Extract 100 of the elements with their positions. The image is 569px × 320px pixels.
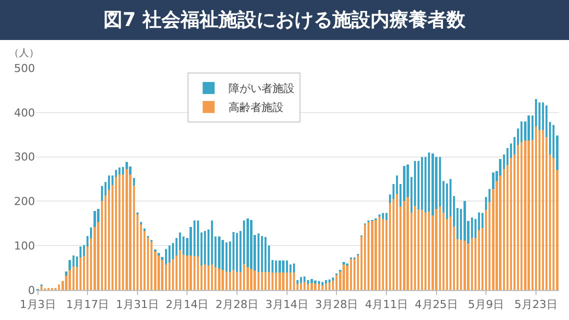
y-tick-label: 500 bbox=[14, 62, 35, 75]
bar bbox=[94, 210, 96, 227]
bar bbox=[182, 236, 185, 254]
bar bbox=[318, 281, 320, 284]
bar bbox=[481, 213, 484, 228]
bar bbox=[478, 230, 480, 290]
bar bbox=[172, 258, 174, 290]
bar bbox=[528, 116, 530, 140]
bar bbox=[126, 169, 128, 290]
bar bbox=[304, 276, 306, 282]
y-tick-label: 200 bbox=[14, 195, 35, 208]
bar bbox=[318, 284, 320, 290]
bar bbox=[432, 153, 434, 216]
bar bbox=[257, 272, 260, 290]
bar bbox=[118, 174, 121, 290]
bar bbox=[542, 130, 544, 290]
bar bbox=[182, 254, 185, 290]
bar bbox=[268, 272, 270, 290]
bar bbox=[292, 263, 296, 273]
bar bbox=[506, 148, 508, 165]
bar bbox=[164, 249, 167, 264]
bar bbox=[378, 216, 380, 290]
legend-label: 高齢者施設 bbox=[228, 101, 284, 114]
bar bbox=[385, 213, 388, 220]
x-tick-label: 1月3日 bbox=[20, 298, 56, 312]
bar bbox=[254, 270, 256, 290]
bar bbox=[314, 280, 316, 284]
bar bbox=[190, 255, 192, 290]
x-tick-label: 4月25日 bbox=[414, 298, 458, 312]
bar bbox=[196, 256, 199, 290]
bar bbox=[278, 272, 281, 290]
bar bbox=[282, 260, 284, 273]
bar bbox=[278, 260, 281, 273]
bar bbox=[342, 264, 345, 290]
bar bbox=[492, 172, 494, 189]
bar bbox=[272, 272, 274, 290]
bar bbox=[211, 220, 214, 265]
x-tick-label: 4月11日 bbox=[364, 298, 408, 312]
bar bbox=[289, 264, 292, 273]
x-tick-label: 1月17日 bbox=[66, 298, 110, 312]
bar bbox=[420, 156, 424, 210]
bar bbox=[193, 220, 196, 256]
bar bbox=[236, 233, 238, 272]
bar bbox=[68, 270, 71, 290]
bar bbox=[275, 272, 278, 290]
bar bbox=[158, 255, 160, 290]
bar bbox=[314, 283, 316, 290]
bar bbox=[321, 286, 324, 290]
bar bbox=[72, 266, 74, 290]
bar bbox=[286, 260, 288, 273]
x-tick-label: 5月9日 bbox=[468, 298, 504, 312]
bar bbox=[207, 266, 210, 290]
bar bbox=[179, 250, 182, 290]
bar bbox=[243, 264, 246, 290]
bar bbox=[524, 140, 526, 290]
bar bbox=[214, 266, 217, 290]
bar bbox=[186, 255, 188, 290]
bar bbox=[168, 262, 170, 290]
bar bbox=[310, 282, 313, 290]
bar bbox=[371, 221, 374, 290]
bar bbox=[246, 218, 249, 267]
bar bbox=[100, 186, 103, 201]
bar bbox=[228, 272, 231, 290]
x-tick-label: 2月14日 bbox=[166, 298, 209, 312]
bar bbox=[417, 161, 420, 210]
bar bbox=[168, 246, 170, 262]
bar bbox=[538, 130, 540, 290]
bar bbox=[420, 210, 424, 290]
chart-title: 図7 社会福祉施設における施設内療養者数 bbox=[0, 0, 569, 40]
bar bbox=[204, 230, 206, 265]
bar bbox=[193, 256, 196, 290]
bar bbox=[510, 158, 512, 290]
bar bbox=[58, 284, 60, 290]
x-tick-label: 3月14日 bbox=[265, 298, 308, 312]
bar bbox=[520, 142, 523, 290]
bar bbox=[204, 264, 206, 290]
bar bbox=[304, 282, 306, 290]
bar bbox=[528, 140, 530, 290]
y-tick-label: 400 bbox=[14, 106, 35, 120]
bar bbox=[218, 268, 220, 290]
bar bbox=[292, 272, 296, 290]
bar bbox=[289, 272, 292, 290]
x-tick-label: 1月31日 bbox=[116, 298, 159, 312]
bar bbox=[260, 272, 263, 290]
bar bbox=[460, 240, 462, 290]
x-tick-label: 2月28日 bbox=[216, 298, 259, 312]
bar bbox=[336, 274, 338, 290]
bar bbox=[350, 258, 352, 290]
bar bbox=[232, 270, 235, 290]
bar bbox=[72, 255, 74, 266]
bar bbox=[428, 152, 430, 212]
bar bbox=[374, 220, 377, 290]
x-tick-label: 5月23日 bbox=[514, 298, 558, 312]
bar bbox=[150, 242, 153, 290]
bar bbox=[218, 236, 220, 269]
bar bbox=[132, 178, 135, 186]
bar bbox=[388, 202, 392, 290]
bar bbox=[164, 264, 167, 290]
bar bbox=[346, 263, 348, 266]
bar bbox=[328, 282, 331, 290]
